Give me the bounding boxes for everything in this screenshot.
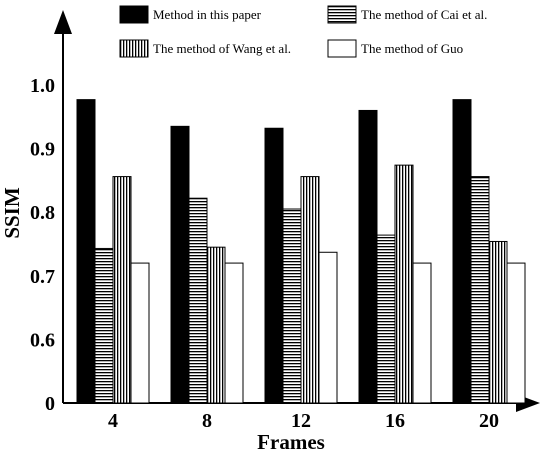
- bars: [76, 99, 526, 404]
- bar: [452, 99, 472, 404]
- bar: [470, 176, 490, 404]
- x-tick-label: 20: [479, 410, 499, 432]
- x-tick-label: 4: [108, 410, 118, 432]
- bar: [376, 234, 396, 404]
- x-tick-label: 8: [202, 410, 212, 432]
- y-tick-label: 0.7: [30, 266, 55, 288]
- bar: [358, 109, 378, 404]
- y-tick-label: 0.9: [30, 139, 55, 161]
- x-axis-title: Frames: [257, 430, 325, 454]
- legend: Method in this paper The method of Cai et…: [119, 5, 487, 58]
- legend-swatch: [327, 5, 357, 24]
- legend-label: Method in this paper: [153, 7, 262, 22]
- bar: [206, 246, 226, 404]
- bar: [170, 125, 190, 404]
- bar: [188, 197, 208, 404]
- bar: [224, 262, 244, 404]
- legend-swatch: [327, 39, 357, 58]
- x-tick-label: 16: [385, 410, 405, 432]
- bar: [394, 164, 414, 404]
- tick-labels: 0 0.6 0.7 0.8 0.9 1.0 4 8 12 16 20: [30, 75, 499, 432]
- bar: [488, 240, 508, 404]
- legend-item: The method of Wang et al.: [119, 39, 291, 58]
- x-tick-label: 12: [291, 410, 311, 432]
- y-tick-label: 0: [45, 393, 55, 415]
- legend-swatch: [119, 5, 149, 24]
- legend-item: The method of Cai et al.: [327, 5, 487, 24]
- bar: [412, 262, 432, 404]
- legend-item: The method of Guo: [327, 39, 463, 58]
- bar: [300, 176, 320, 404]
- bar: [318, 251, 338, 404]
- legend-swatch: [119, 39, 149, 58]
- y-tick-label: 0.6: [30, 329, 55, 351]
- y-axis-arrow: [54, 10, 72, 34]
- y-tick-label: 1.0: [30, 75, 55, 97]
- y-axis-title: SSIM: [0, 187, 24, 239]
- legend-label: The method of Wang et al.: [153, 41, 291, 56]
- bar: [94, 247, 114, 404]
- bar: [506, 262, 526, 404]
- legend-item: Method in this paper: [119, 5, 262, 24]
- bar: [112, 176, 132, 404]
- bar: [130, 262, 150, 404]
- legend-label: The method of Guo: [361, 41, 463, 56]
- legend-label: The method of Cai et al.: [361, 7, 487, 22]
- y-tick-label: 0.8: [30, 202, 55, 224]
- bar: [264, 127, 284, 404]
- bar: [282, 208, 302, 404]
- bar: [76, 99, 96, 404]
